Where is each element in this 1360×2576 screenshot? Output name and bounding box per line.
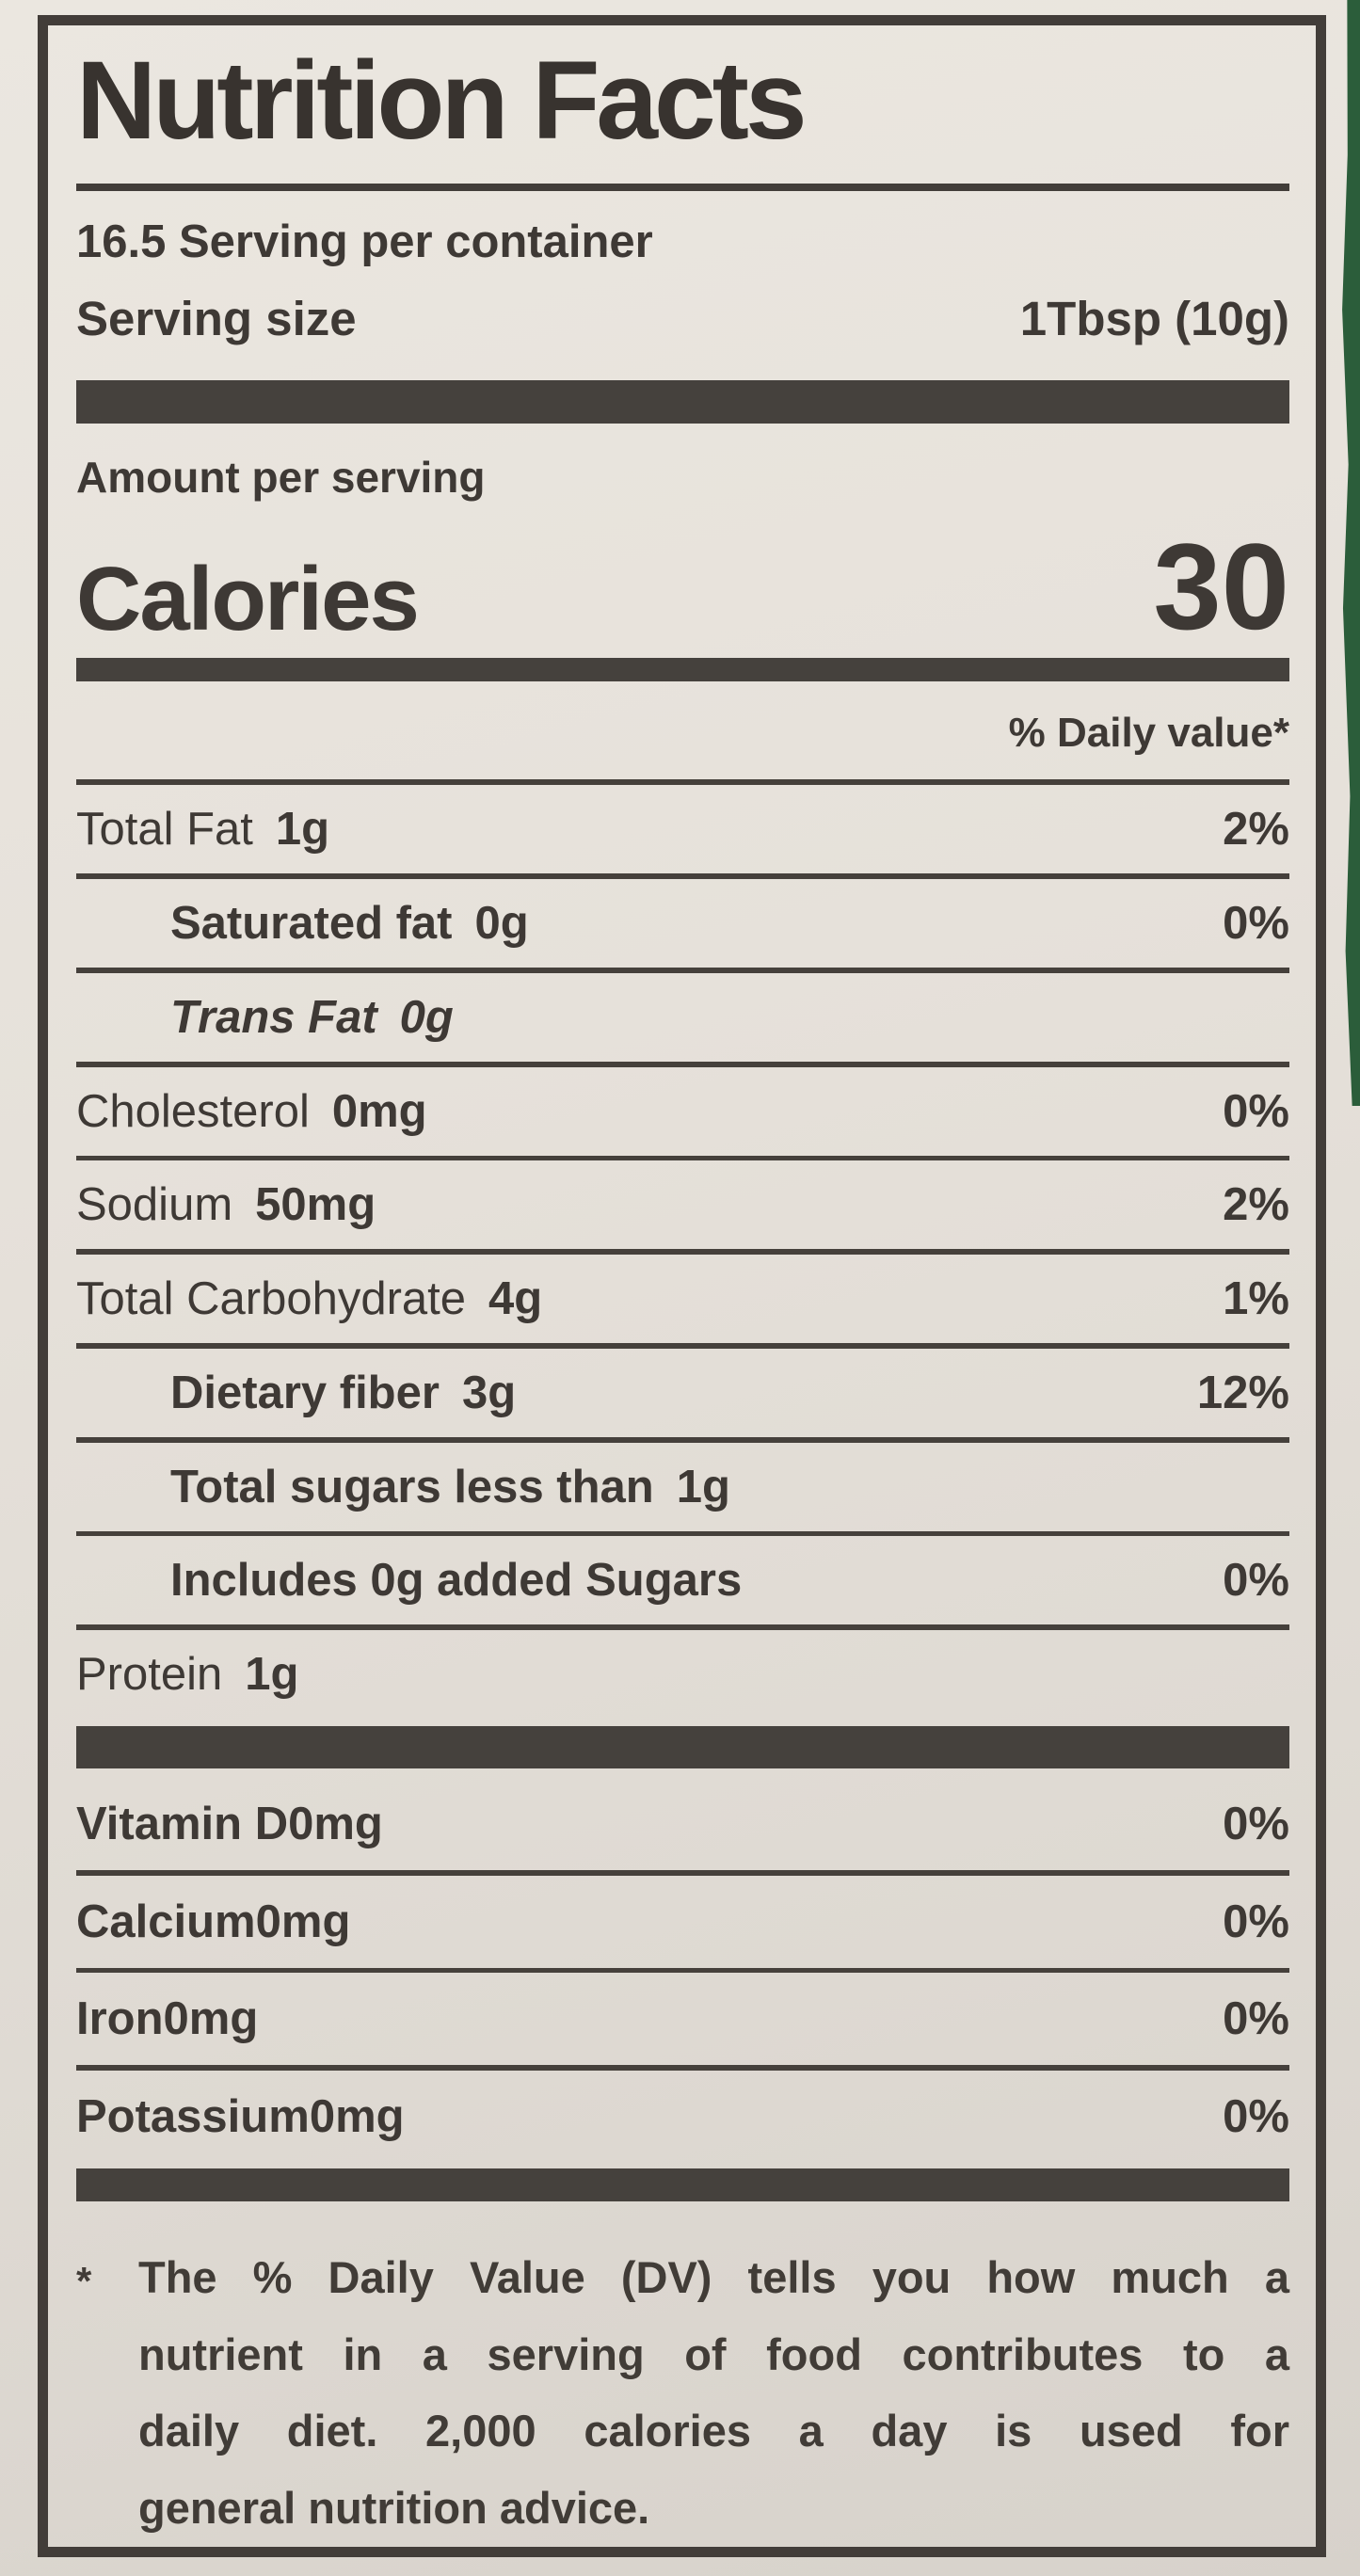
nutrient-row-added-sugars: Includes 0g added Sugars 0% [76,1536,1289,1624]
nutrient-row-trans-fat: Trans Fat 0g [76,973,1289,1062]
divider [76,1869,1289,1876]
calories-value: 30 [1153,517,1289,655]
nutrient-dv: 0% [1223,1896,1289,1947]
calories-row: Calories 30 [76,506,1289,655]
table-surface-edge [1342,0,1360,1106]
nutrient-dv: 0% [1223,1085,1289,1137]
nutrient-amount: 0mg [288,1798,383,1849]
nutrient-name: Dietary fiber [170,1367,440,1418]
divider [76,1249,1289,1256]
nutrient-amount: 50mg [255,1179,376,1231]
nutrient-amount: 0mg [309,2091,405,2143]
nutrient-row-total-sugars: Total sugars less than 1g [76,1443,1289,1531]
section-bar [76,1726,1289,1768]
nutrient-name: Calcium [76,1896,256,1947]
serving-size-value: 1Tbsp (10g) [1019,291,1289,345]
divider [76,2065,1289,2072]
section-bar [76,379,1289,424]
divider [76,1530,1289,1537]
footnote-line: daily diet. 2,000 calories a day is used… [138,2406,1289,2456]
nutrient-name: Cholesterol [76,1085,310,1137]
nutrition-facts-label: Nutrition Facts 16.5 Serving per contain… [38,15,1326,2557]
footnote-line: The % Daily Value (DV) tells you how muc… [138,2251,1289,2302]
divider [76,779,1289,786]
label-title: Nutrition Facts [76,39,808,163]
nutrient-amount: 0g [399,991,454,1043]
nutrient-dv: 0% [1223,1993,1289,2045]
nutrient-dv: 2% [1223,804,1289,856]
footnote-asterisk: * [76,2258,92,2303]
divider [76,1624,1289,1631]
serving-size-row: Serving size 1Tbsp (10g) [76,291,1289,346]
nutrient-amount: 0mg [163,1993,259,2045]
nutrient-dv: 1% [1223,1273,1289,1325]
serving-size-label: Serving size [76,291,357,345]
nutrient-dv: 0% [1223,1555,1289,1607]
section-bar [76,2168,1289,2201]
nutrient-dv: 12% [1196,1367,1289,1418]
nutrient-row-iron: Iron 0mg 0% [76,1973,1289,2065]
nutrient-name: Total sugars less than [170,1461,654,1512]
calories-label: Calories [76,549,420,650]
nutrient-amount: 1g [245,1649,299,1701]
nutrient-amount: 3g [461,1367,517,1418]
nutrient-name: Vitamin D [76,1798,289,1849]
nutrient-name: Trans Fat [170,991,377,1043]
nutrient-row-protein: Protein 1g [76,1630,1289,1719]
divider [76,1436,1289,1443]
title-divider [76,184,1289,191]
divider [76,1061,1289,1067]
nutrient-row-vitamin-d: Vitamin D 0mg 0% [76,1778,1289,1870]
nutrient-row-dietary-fiber: Dietary fiber 3g 12% [76,1349,1289,1437]
nutrient-amount: 1g [676,1461,730,1512]
nutrient-row-potassium: Potassium 0mg 0% [76,2071,1289,2163]
servings-per-container: 16.5 Serving per container [76,216,653,267]
nutrient-dv: 0% [1223,897,1289,949]
daily-value-footnote: * The % Daily Value (DV) tells you how m… [76,2239,1289,2547]
nutrient-name: Includes 0g added Sugars [170,1555,743,1607]
divider [76,1343,1289,1349]
nutrient-row-cholesterol: Cholesterol 0mg 0% [76,1067,1289,1156]
amount-per-serving-label: Amount per serving [76,453,486,503]
divider [76,873,1289,879]
nutrient-name: Iron [76,1993,164,2045]
nutrient-row-total-carbohydrate: Total Carbohydrate 4g 1% [76,1255,1289,1343]
divider [76,1967,1289,1974]
nutrient-dv: 2% [1223,1179,1289,1231]
nutrient-row-total-fat: Total Fat 1g 2% [76,785,1289,873]
footnote-line: nutrient in a serving of food contribute… [138,2328,1289,2379]
nutrient-row-calcium: Calcium 0mg 0% [76,1876,1289,1968]
nutrient-row-saturated-fat: Saturated fat 0g 0% [76,879,1289,968]
nutrient-amount: 0g [474,897,529,949]
nutrient-name: Total Carbohydrate [76,1273,467,1325]
nutrient-amount: 0mg [255,1896,351,1947]
nutrient-dv: 0% [1223,2091,1289,2143]
nutrient-name: Potassium [76,2091,310,2143]
nutrient-name: Protein [76,1649,223,1701]
divider [76,1155,1289,1161]
nutrient-amount: 0mg [331,1085,427,1137]
nutrient-amount: 4g [488,1273,543,1325]
daily-value-header: % Daily value* [1008,710,1289,757]
nutrient-name: Total Fat [76,804,253,856]
nutrient-dv: 0% [1223,1798,1289,1849]
nutrient-name: Saturated fat [170,897,453,949]
nutrient-amount: 1g [275,804,330,856]
footnote-line: general nutrition advice. [138,2483,650,2534]
divider [76,967,1289,973]
section-bar [76,658,1289,682]
nutrient-row-sodium: Sodium 50mg 2% [76,1160,1289,1249]
nutrient-name: Sodium [76,1179,233,1231]
footnote-text: The % Daily Value (DV) tells you how muc… [138,2239,1289,2547]
